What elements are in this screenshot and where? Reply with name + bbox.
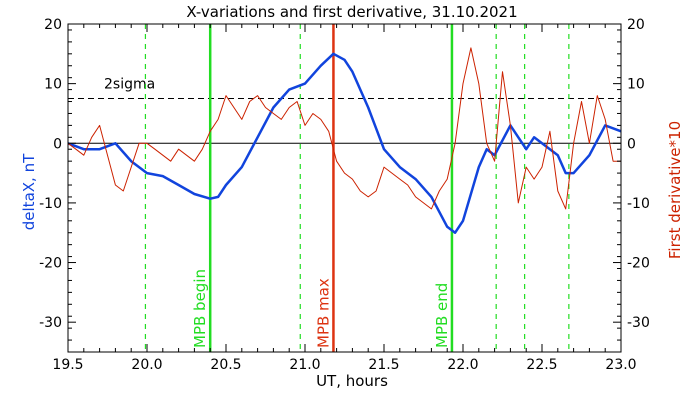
x-tick-label: 20.5 <box>210 357 241 373</box>
threshold-label: 2sigma <box>104 77 155 93</box>
y-tick-label-right: 20 <box>627 17 645 33</box>
x-tick-label: 22.0 <box>447 357 478 373</box>
chart-title: X-variations and first derivative, 31.10… <box>186 3 517 21</box>
x-tick-label: 21.5 <box>368 357 399 373</box>
series-lines <box>67 47 622 234</box>
y-tick-label-right: 0 <box>627 136 636 152</box>
marker-labels: MPB begin MPB max MPB end <box>191 269 451 348</box>
event-marker-label: MPB max <box>314 278 332 348</box>
y-tick-label-left: 20 <box>44 17 62 33</box>
axes: 19.5 20.0 20.5 21.0 21.5 22.0 22.5 23.0 20 20 10 10… <box>39 17 650 373</box>
y-axis-label-right: First derivative*10 <box>666 121 684 259</box>
y-tick-label-right: -10 <box>627 196 650 212</box>
y-tick-label-left: -10 <box>39 196 62 212</box>
plot-area: 2sigma <box>68 77 621 144</box>
x-tick-label: 19.5 <box>52 357 83 373</box>
plot-frame <box>67 23 622 353</box>
x-tick-label: 21.0 <box>289 357 320 373</box>
series-line <box>67 47 621 210</box>
series-line <box>67 52 622 234</box>
y-tick-label-right: -20 <box>627 256 650 272</box>
x-axis-label: UT, hours <box>316 372 388 390</box>
y-tick-label-right: 10 <box>627 77 645 93</box>
event-marker-label: MPB begin <box>191 269 209 348</box>
x-tick-label: 23.0 <box>605 357 636 373</box>
y-axis-label-left: deltaX, nT <box>20 153 38 230</box>
event-marker-label: MPB end <box>433 283 451 348</box>
y-tick-label-right: -30 <box>627 315 650 331</box>
y-tick-label-left: -20 <box>39 256 62 272</box>
y-tick-label-left: 10 <box>44 77 62 93</box>
y-tick-label-left: -30 <box>39 315 62 331</box>
y-tick-label-left: 0 <box>53 136 62 152</box>
vertical-markers <box>144 24 570 352</box>
x-tick-label: 20.0 <box>131 357 162 373</box>
x-tick-label: 22.5 <box>526 357 557 373</box>
